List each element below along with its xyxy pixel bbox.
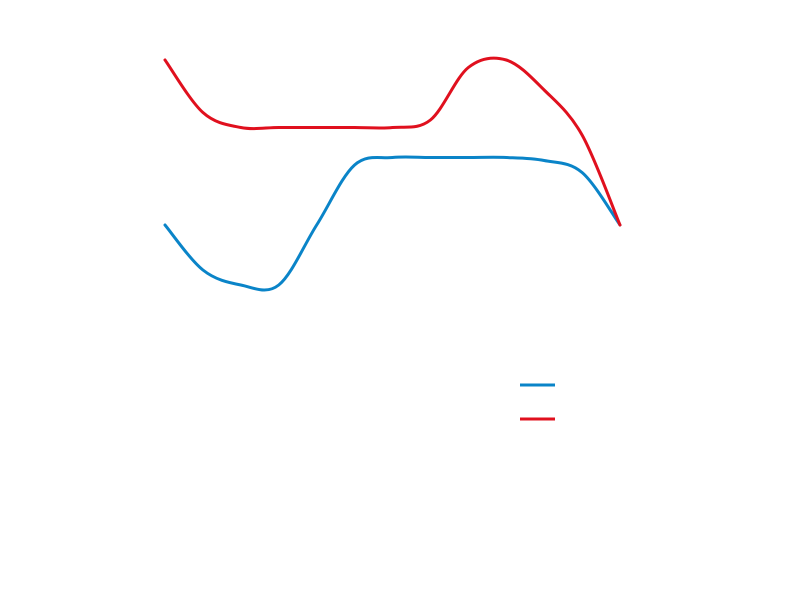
- legend: [520, 383, 555, 421]
- plot-area: [163, 56, 622, 292]
- series-line-2: [163, 56, 622, 227]
- series-line-1: [163, 155, 622, 292]
